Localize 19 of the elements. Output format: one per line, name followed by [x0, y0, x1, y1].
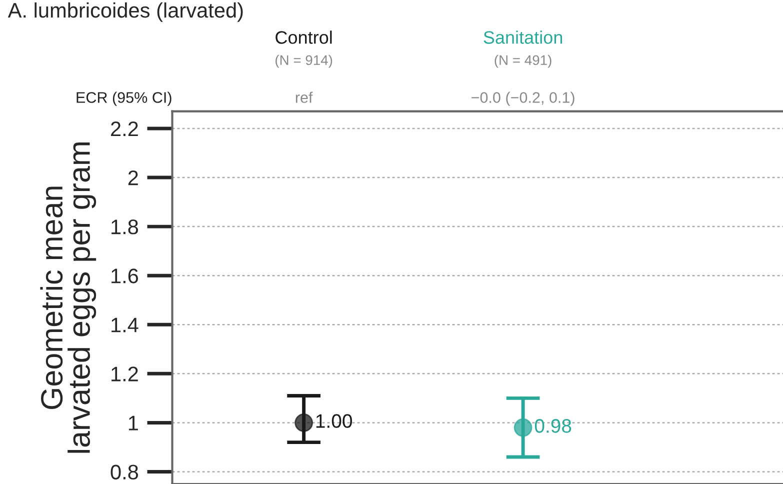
text: (N = 491): [494, 54, 552, 68]
data-label: 1.00: [316, 414, 352, 428]
x-tick-label: Sanitation: [484, 30, 562, 44]
y-axis-title: Geometric mean larvated eggs per gram: [40, 142, 96, 453]
y-tick-label: 1.6: [112, 268, 138, 284]
data-label: 0.98: [534, 419, 572, 433]
y-tick-label: 1.8: [112, 220, 138, 234]
text: −0.0 (−0.2, 0.1): [472, 92, 574, 106]
text: ref: [296, 92, 313, 103]
text: ECR (95% CI): [76, 92, 172, 106]
chart-title: A. lumbricoides (larvated): [8, 2, 243, 22]
text: (N = 914): [276, 54, 332, 68]
y-tick-label: 0.8: [110, 464, 138, 480]
x-tick-label: Control: [276, 30, 332, 44]
y-tick-label: 1: [128, 416, 138, 430]
y-tick-label: 1.2: [112, 366, 138, 382]
y-tick-label: 2: [128, 170, 138, 186]
y-tick-label: 2.2: [111, 121, 138, 136]
y-tick-label: 1.4: [112, 318, 138, 332]
